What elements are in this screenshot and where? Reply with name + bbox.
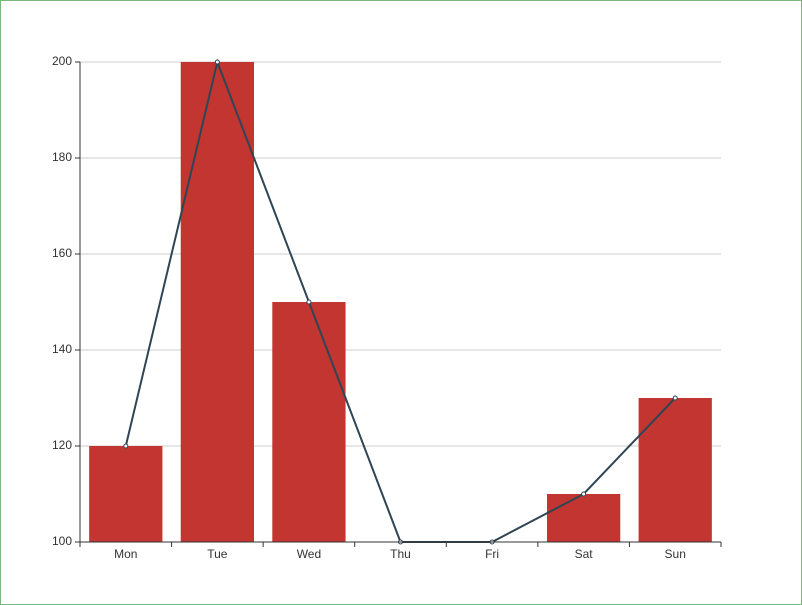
- x-tick-label: Sat: [575, 547, 594, 561]
- x-tick-label: Mon: [114, 547, 137, 561]
- bar: [272, 302, 346, 542]
- x-tick-label: Wed: [297, 547, 321, 561]
- bar: [180, 62, 254, 542]
- y-tick-label: 100: [52, 534, 72, 548]
- y-tick-label: 120: [52, 438, 72, 452]
- line-point: [123, 443, 129, 449]
- x-tick-label: Thu: [390, 547, 411, 561]
- line-point: [581, 491, 587, 497]
- bar: [547, 494, 621, 542]
- bar: [89, 446, 163, 542]
- line-point: [214, 59, 220, 65]
- x-tick-label: Sun: [665, 547, 686, 561]
- bar: [638, 398, 712, 542]
- x-tick-label: Tue: [207, 547, 228, 561]
- x-tick-label: Fri: [485, 547, 499, 561]
- y-tick-label: 200: [52, 54, 72, 68]
- y-tick-label: 140: [52, 342, 72, 356]
- y-tick-label: 160: [52, 246, 72, 260]
- y-tick-label: 180: [52, 150, 72, 164]
- line-point: [306, 299, 312, 305]
- line-point: [672, 395, 678, 401]
